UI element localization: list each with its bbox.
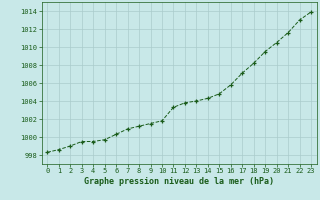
X-axis label: Graphe pression niveau de la mer (hPa): Graphe pression niveau de la mer (hPa) bbox=[84, 177, 274, 186]
